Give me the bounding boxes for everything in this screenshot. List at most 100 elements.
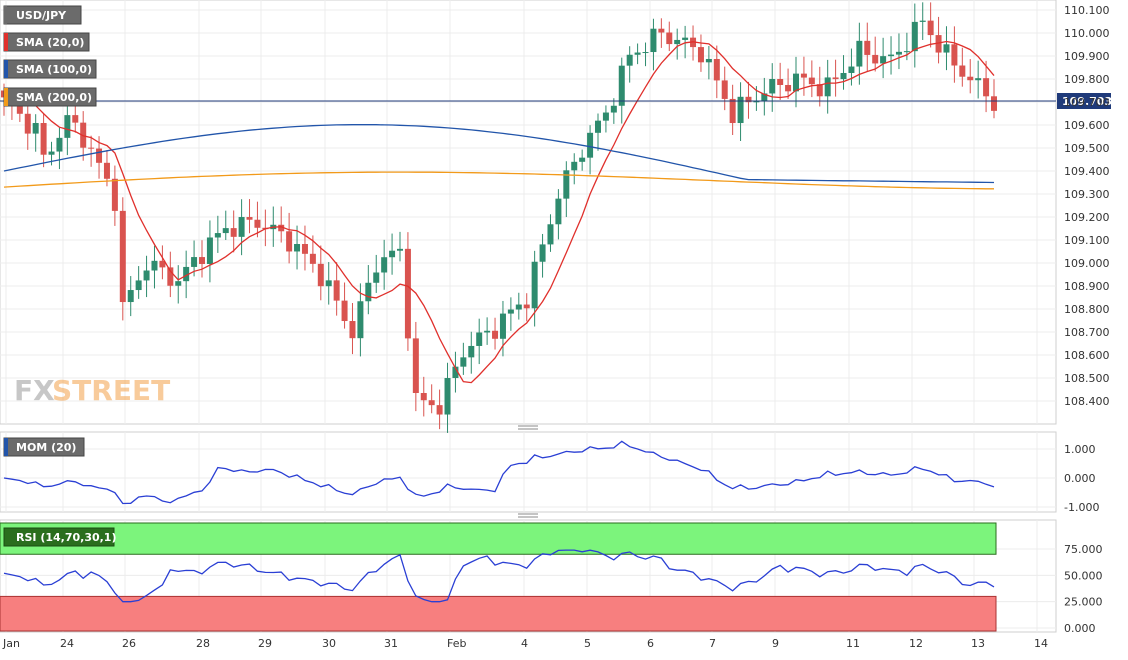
candle-body bbox=[103, 162, 110, 179]
candle-body bbox=[206, 237, 213, 264]
candle-body bbox=[183, 266, 190, 282]
legend-mom-label: MOM (20) bbox=[16, 441, 76, 454]
price-y-tick: 108.700 bbox=[1064, 326, 1110, 339]
legend-sma20[interactable]: SMA (20,0) bbox=[3, 32, 90, 52]
candle-body bbox=[895, 51, 902, 55]
candle-body bbox=[357, 301, 364, 339]
candle-body bbox=[737, 96, 744, 124]
price-y-tick: 108.400 bbox=[1064, 395, 1110, 408]
price-y-tick: 109.200 bbox=[1064, 211, 1110, 224]
candle-body bbox=[507, 309, 514, 314]
candle-body bbox=[436, 405, 443, 415]
price-y-tick: 108.900 bbox=[1064, 280, 1110, 293]
candle-body bbox=[499, 313, 506, 339]
price-y-tick: 109.900 bbox=[1064, 50, 1110, 63]
price-y-tick: 109.700 bbox=[1064, 96, 1110, 109]
candle-body bbox=[761, 93, 768, 102]
price-y-tick: 109.000 bbox=[1064, 257, 1110, 270]
candle-body bbox=[135, 280, 142, 291]
candle-body bbox=[428, 400, 435, 406]
rsi-oversold-zone bbox=[0, 595, 997, 632]
x-tick-label: 12 bbox=[909, 637, 923, 650]
price-y-tick: 109.300 bbox=[1064, 188, 1110, 201]
candle-body bbox=[587, 132, 594, 158]
sma-layer bbox=[3, 40, 995, 384]
price-y-tick: 108.600 bbox=[1064, 349, 1110, 362]
sma20-line bbox=[3, 40, 995, 384]
candle-body bbox=[943, 44, 950, 53]
mom-y-tick: -1.000 bbox=[1064, 501, 1099, 514]
legend-sma100[interactable]: SMA (100,0) bbox=[3, 59, 97, 79]
candle-body bbox=[191, 257, 198, 267]
candle-body bbox=[404, 248, 411, 339]
candle-body bbox=[365, 282, 372, 302]
candle-body bbox=[96, 148, 103, 163]
legend-rsi[interactable]: RSI (14,70,30,1) bbox=[3, 527, 116, 547]
mom-panel-bg bbox=[0, 431, 1057, 513]
candle-body bbox=[492, 330, 499, 339]
legend-mom[interactable]: MOM (20) bbox=[3, 437, 85, 457]
candle-body bbox=[143, 270, 150, 281]
price-panel-bg bbox=[0, 0, 1057, 425]
mom-layer bbox=[3, 440, 995, 505]
candle-body bbox=[808, 77, 815, 85]
candle-body bbox=[824, 77, 831, 97]
candle-body bbox=[222, 228, 229, 234]
candle-body bbox=[816, 84, 823, 97]
candle-body bbox=[325, 280, 332, 287]
price-y-tick: 109.500 bbox=[1064, 142, 1110, 155]
x-tick-label: 13 bbox=[971, 637, 985, 650]
candle-body bbox=[230, 228, 237, 237]
candle-body bbox=[935, 35, 942, 53]
x-tick-label: Jan bbox=[2, 637, 20, 650]
candle-body bbox=[397, 248, 403, 251]
legend-sma200[interactable]: SMA (200,0) bbox=[3, 87, 97, 107]
price-y-tick: 109.400 bbox=[1064, 165, 1110, 178]
rsi-layer bbox=[3, 549, 995, 603]
candle-body bbox=[349, 321, 356, 339]
rsi-y-tick: 0.000 bbox=[1064, 622, 1096, 635]
current-price-label: 109.703 bbox=[1062, 95, 1112, 108]
candle-body bbox=[452, 366, 459, 379]
candle-body bbox=[460, 357, 467, 367]
candle-body bbox=[32, 123, 39, 134]
candle-body bbox=[555, 198, 562, 225]
legend-symbol[interactable]: USD/JPY bbox=[3, 5, 82, 25]
splitter-handle-1[interactable] bbox=[518, 425, 538, 430]
candle-body bbox=[753, 101, 760, 103]
candle-body bbox=[840, 72, 847, 80]
candle-body bbox=[301, 244, 308, 254]
candle-body bbox=[674, 39, 681, 45]
candle-body bbox=[420, 393, 427, 401]
candle-body bbox=[785, 84, 792, 92]
sma100-line bbox=[3, 123, 995, 184]
candle-body bbox=[872, 54, 879, 64]
candle-body bbox=[713, 58, 720, 81]
candle-body bbox=[793, 73, 799, 92]
x-tick-label: 4 bbox=[521, 637, 528, 650]
legend-symbol-label: USD/JPY bbox=[16, 9, 67, 22]
candle-body bbox=[777, 78, 784, 85]
candle-body bbox=[880, 56, 887, 64]
candle-body bbox=[888, 54, 895, 57]
candle-body bbox=[309, 253, 316, 264]
candle-body bbox=[88, 147, 95, 149]
candle-body bbox=[951, 44, 958, 66]
candle-body bbox=[682, 37, 689, 40]
candle-body bbox=[563, 170, 570, 199]
candle-body bbox=[523, 304, 530, 309]
candle-body bbox=[214, 233, 221, 238]
candle-body bbox=[515, 304, 522, 310]
candle-body bbox=[294, 244, 301, 252]
legend-sma100-label: SMA (100,0) bbox=[16, 63, 92, 76]
candle-body bbox=[991, 96, 997, 111]
candle-body bbox=[697, 47, 704, 63]
price-y-tick: 110.000 bbox=[1064, 27, 1110, 40]
x-tick-label: 9 bbox=[772, 637, 779, 650]
candle-body bbox=[634, 52, 641, 55]
candle-body bbox=[64, 115, 71, 138]
candle-body bbox=[151, 260, 158, 271]
splitter-handle-2[interactable] bbox=[518, 513, 538, 518]
rsi-line bbox=[3, 549, 995, 603]
candle-body bbox=[381, 257, 388, 273]
